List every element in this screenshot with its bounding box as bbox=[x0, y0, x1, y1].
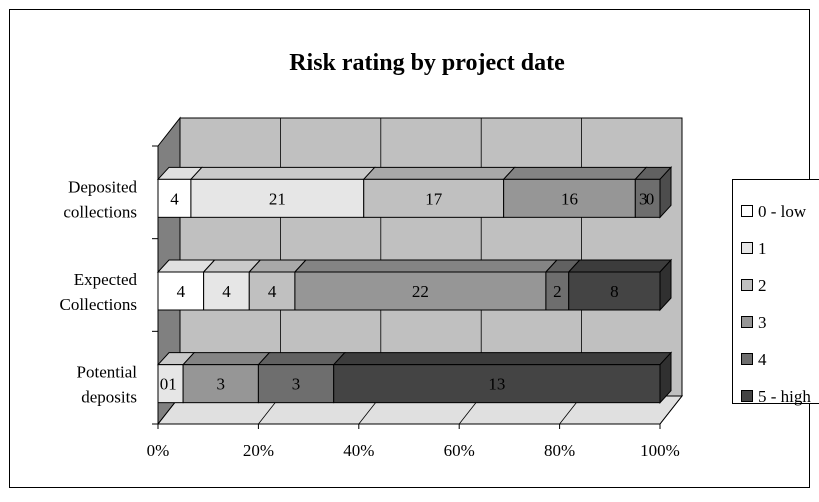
legend-label-3: 3 bbox=[758, 313, 767, 332]
data-label: 0 bbox=[646, 189, 655, 208]
data-label: 0 bbox=[160, 375, 169, 394]
legend-label-0-low: 0 - low bbox=[758, 202, 807, 221]
data-label: 4 bbox=[170, 189, 179, 208]
bar-segment-top-3 bbox=[183, 353, 269, 365]
bar-segment-top-3 bbox=[295, 260, 557, 272]
category-label-potential-deposits: Potential bbox=[77, 363, 138, 382]
x-tick-label-80: 80% bbox=[544, 441, 575, 460]
data-label: 16 bbox=[561, 189, 578, 208]
data-label: 4 bbox=[177, 282, 186, 301]
legend-swatch-4 bbox=[742, 354, 753, 365]
legend: 0 - low 1 2 3 4 5 - high bbox=[733, 180, 819, 407]
bar-segment-top-5-high bbox=[569, 260, 671, 272]
category-label-expected-collections: Expected bbox=[74, 270, 138, 289]
x-tick-label-40: 40% bbox=[343, 441, 374, 460]
data-label: 4 bbox=[268, 282, 277, 301]
bar-segment-top-2 bbox=[364, 167, 515, 179]
x-tick-label-60: 60% bbox=[444, 441, 475, 460]
data-label: 3 bbox=[292, 375, 301, 394]
category-label-expected-collections: Collections bbox=[60, 295, 137, 314]
category-label-deposited-collections: collections bbox=[63, 202, 137, 221]
data-label: 1 bbox=[168, 375, 177, 394]
bar-segment-top-1 bbox=[191, 167, 375, 179]
bar-segment-top-4 bbox=[258, 353, 344, 365]
data-label: 21 bbox=[269, 189, 286, 208]
data-label: 17 bbox=[425, 189, 443, 208]
data-label: 4 bbox=[222, 282, 231, 301]
legend-label-2: 2 bbox=[758, 276, 767, 295]
category-label-deposited-collections: Deposited bbox=[68, 177, 137, 196]
category-label-potential-deposits: deposits bbox=[81, 388, 137, 407]
data-label: 8 bbox=[610, 282, 619, 301]
bar-segment-top-3 bbox=[504, 167, 647, 179]
legend-swatch-5-high bbox=[742, 391, 753, 402]
data-label: 13 bbox=[488, 375, 505, 394]
x-tick-label-0: 0% bbox=[147, 441, 170, 460]
data-label: 2 bbox=[553, 282, 562, 301]
data-label: 22 bbox=[412, 282, 429, 301]
legend-swatch-0-low bbox=[742, 206, 753, 217]
x-tick-label-100: 100% bbox=[640, 441, 680, 460]
legend-label-1: 1 bbox=[758, 239, 767, 258]
bar-segment-top-5-high bbox=[334, 353, 671, 365]
legend-swatch-1 bbox=[742, 243, 753, 254]
data-label: 3 bbox=[217, 375, 226, 394]
chart-title: Risk rating by project date bbox=[289, 50, 565, 76]
legend-label-5-high: 5 - high bbox=[758, 387, 811, 406]
legend-swatch-2 bbox=[742, 280, 753, 291]
legend-label-4: 4 bbox=[758, 350, 767, 369]
x-tick-label-20: 20% bbox=[243, 441, 274, 460]
legend-swatch-3 bbox=[742, 317, 753, 328]
